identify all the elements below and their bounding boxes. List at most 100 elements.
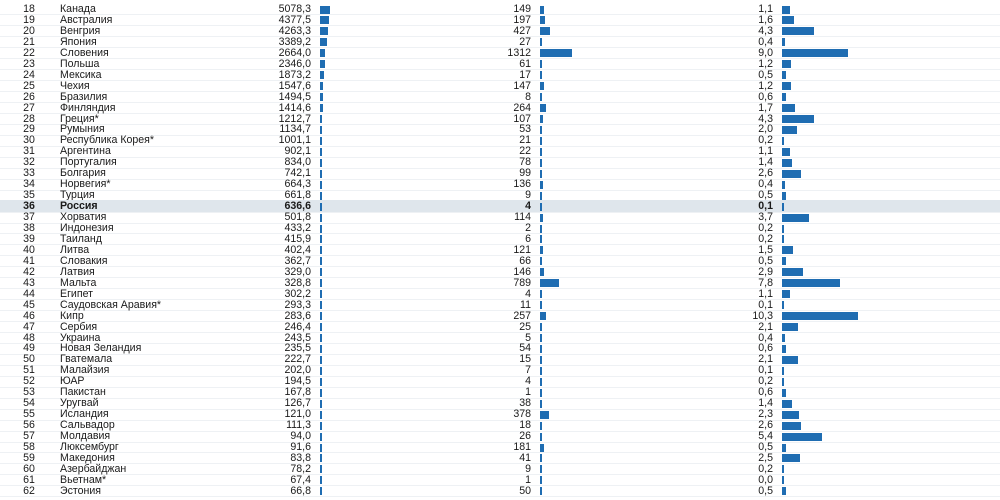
rank-cell: 48 — [23, 331, 35, 344]
row-divider — [0, 485, 1000, 487]
row-divider — [0, 452, 1000, 454]
value-col3-cell: 0,5 — [758, 441, 773, 453]
rank-cell: 52 — [23, 375, 35, 388]
bar-col2 — [540, 16, 545, 25]
country-cell: Египет — [60, 287, 93, 300]
bar-col1 — [320, 136, 322, 145]
rank-cell: 23 — [23, 57, 35, 70]
value-col3-cell: 7,8 — [758, 276, 773, 289]
bar-col2 — [540, 432, 542, 441]
country-cell: Люксембург — [60, 441, 119, 453]
rank-cell: 33 — [23, 167, 35, 180]
row-divider — [0, 244, 1000, 246]
row-divider — [0, 69, 1000, 71]
value-col3-cell: 2,1 — [758, 320, 773, 333]
rank-cell: 25 — [23, 79, 35, 92]
bar-col1 — [320, 476, 322, 485]
value-col2-cell: 7 — [525, 364, 531, 377]
value-col1-cell: 902,1 — [284, 145, 311, 158]
row-divider — [0, 266, 1000, 268]
country-cell: Пакистан — [60, 386, 106, 399]
bar-col1 — [320, 410, 322, 419]
value-col1-cell: 5078,3 — [278, 3, 311, 15]
rank-cell: 28 — [23, 112, 35, 125]
value-col2-cell: 1 — [525, 473, 531, 486]
country-cell: Румыния — [60, 123, 105, 136]
value-col2-cell: 2 — [525, 222, 531, 234]
bar-col3 — [782, 136, 784, 145]
country-cell: Мальта — [60, 276, 97, 289]
value-col1-cell: 243,5 — [284, 331, 311, 344]
bar-col2 — [540, 334, 542, 342]
bar-col3 — [782, 82, 791, 91]
row-divider — [0, 14, 1000, 16]
rank-cell: 34 — [23, 178, 35, 191]
country-cell: Латвия — [60, 265, 95, 278]
bar-col3 — [782, 334, 785, 342]
value-col2-cell: 8 — [525, 90, 531, 103]
value-col2-cell: 1312 — [507, 46, 531, 59]
value-col2-cell: 789 — [513, 276, 531, 289]
bar-col2 — [540, 465, 542, 474]
bar-col1 — [320, 334, 322, 342]
value-col1-cell: 661,8 — [284, 189, 311, 202]
rank-cell: 56 — [23, 419, 35, 432]
country-cell: Сербия — [60, 320, 98, 333]
bar-col2 — [540, 312, 547, 321]
value-col2-cell: 149 — [513, 3, 531, 15]
bar-col1 — [320, 388, 322, 397]
value-col2-cell: 121 — [513, 243, 531, 256]
bar-col1 — [320, 454, 322, 463]
country-cell: Исландия — [60, 408, 109, 421]
bar-col1 — [320, 235, 322, 244]
value-col1-cell: 78,2 — [290, 462, 311, 475]
bar-col1 — [320, 202, 322, 211]
value-col2-cell: 107 — [513, 112, 531, 125]
bar-col2 — [540, 224, 542, 233]
bar-col1 — [320, 323, 322, 332]
row-divider — [0, 255, 1000, 257]
value-col3-cell: 1,4 — [758, 156, 773, 169]
bar-col1 — [320, 377, 322, 386]
bar-col3 — [782, 410, 799, 419]
value-col1-cell: 2664,0 — [278, 46, 311, 59]
row-divider — [0, 288, 1000, 290]
bar-col2 — [540, 301, 542, 310]
value-col3-cell: 0,5 — [758, 68, 773, 81]
country-cell: Малайзия — [60, 364, 110, 377]
row-divider — [0, 178, 1000, 180]
row-divider — [0, 408, 1000, 410]
bar-col3 — [782, 169, 802, 178]
country-cell: Канада — [60, 3, 96, 15]
value-col3-cell: 10,3 — [752, 309, 773, 322]
rank-cell: 50 — [23, 353, 35, 366]
country-cell: Польша — [60, 57, 100, 70]
rank-cell: 43 — [23, 276, 35, 289]
bar-col1 — [320, 5, 330, 14]
rank-cell: 32 — [23, 156, 35, 169]
value-col2-cell: 61 — [519, 57, 531, 70]
rank-cell: 41 — [23, 254, 35, 267]
bar-col2 — [540, 169, 543, 178]
value-col3-cell: 3,7 — [758, 211, 773, 224]
rank-cell: 62 — [23, 484, 35, 497]
bar-col3 — [782, 476, 784, 485]
value-col2-cell: 11 — [520, 298, 531, 311]
value-col1-cell: 415,9 — [284, 232, 311, 245]
value-col2-cell: 26 — [519, 430, 531, 443]
bar-col1 — [320, 158, 322, 167]
country-cell: Украина — [60, 331, 101, 344]
bar-col2 — [540, 355, 542, 364]
bar-col3 — [782, 93, 787, 102]
rank-cell: 47 — [23, 320, 35, 333]
country-cell: Словакия — [60, 254, 108, 267]
country-cell: Япония — [60, 35, 97, 48]
bar-col1 — [320, 16, 329, 25]
bar-col1 — [320, 290, 322, 299]
value-col3-cell: 0,2 — [758, 375, 773, 388]
value-col3-cell: 2,0 — [758, 123, 773, 136]
country-cell: Македония — [60, 451, 115, 464]
value-col2-cell: 15 — [519, 353, 531, 366]
bar-col3 — [782, 16, 794, 25]
value-col1-cell: 4263,3 — [278, 24, 311, 37]
